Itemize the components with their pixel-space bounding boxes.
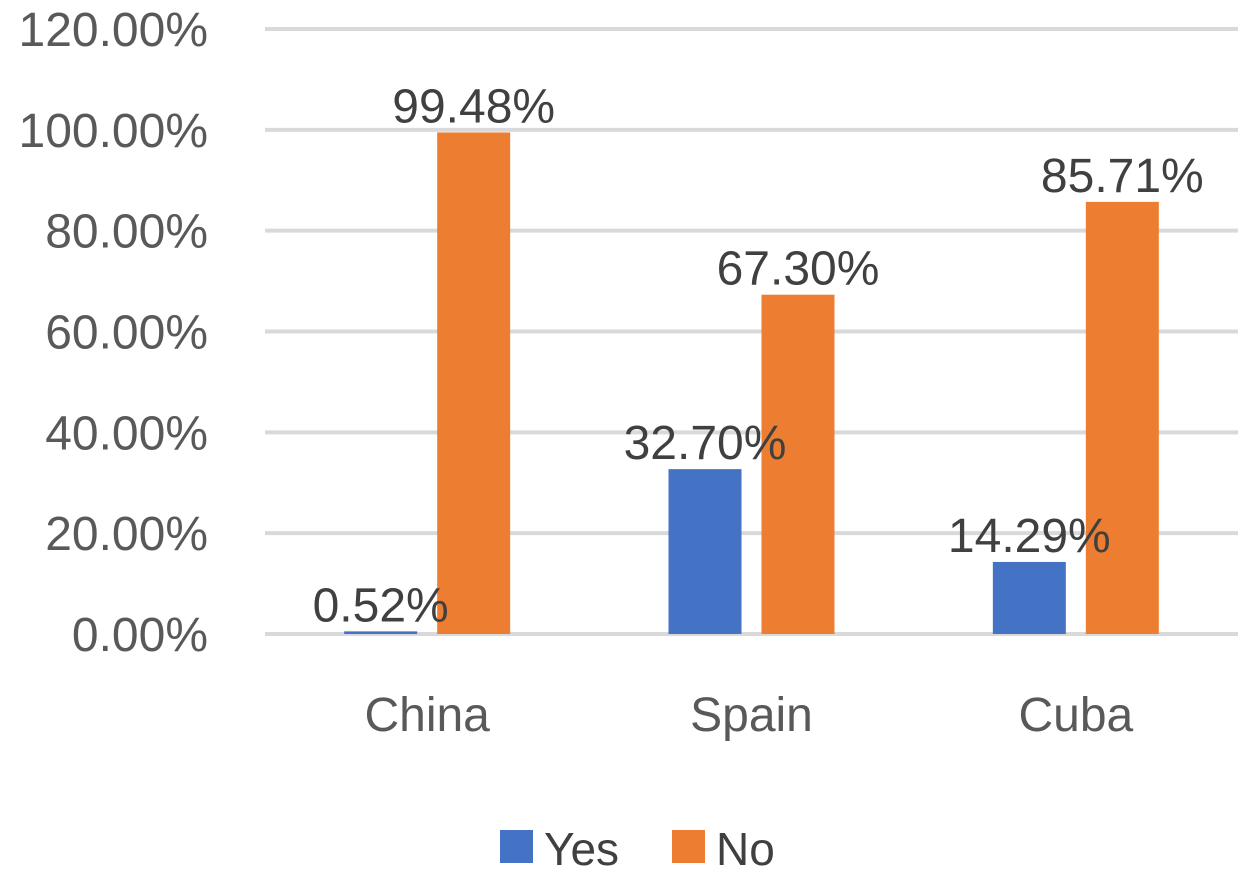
legend-swatch-no (672, 830, 705, 863)
legend-label-no: No (716, 823, 775, 868)
data-label-yes-china: 0.52% (313, 579, 449, 632)
y-tick-label: 40.00% (45, 407, 208, 460)
y-axis-tick-labels: 0.00% 20.00% 40.00% 60.00% 80.00% 100.00% 120.… (19, 4, 209, 662)
x-category-label: China (364, 689, 490, 742)
bar-yes-china (344, 631, 418, 634)
data-label-yes-spain: 32.70% (624, 417, 787, 470)
bar-yes-spain (668, 469, 742, 634)
bar-no-china (437, 132, 511, 634)
legend-swatch-yes (500, 830, 533, 863)
data-label-no-spain: 67.30% (717, 243, 880, 296)
y-tick-label: 80.00% (45, 206, 208, 259)
data-label-no-cuba: 85.71% (1041, 150, 1204, 203)
y-tick-label: 0.00% (72, 609, 208, 662)
data-labels: 0.52% 99.48% 32.70% 67.30% 14.29% 85.71% (313, 80, 1204, 632)
x-axis-category-labels: China Spain Cuba (364, 689, 1133, 742)
y-tick-label: 100.00% (19, 105, 209, 158)
bar-yes-cuba (992, 561, 1066, 634)
bar-no-cuba (1085, 201, 1159, 634)
legend: Yes No (500, 823, 775, 873)
legend-label-yes: Yes (544, 823, 619, 868)
gridlines (265, 27, 1238, 636)
data-label-yes-cuba: 14.29% (948, 510, 1111, 563)
x-category-label: Spain (690, 689, 813, 742)
y-tick-label: 20.00% (45, 508, 208, 561)
y-tick-label: 60.00% (45, 307, 208, 360)
bar-no-spain (761, 294, 835, 634)
bars (344, 132, 1159, 634)
data-label-no-china: 99.48% (392, 80, 555, 133)
x-category-label: Cuba (1018, 689, 1133, 742)
y-tick-label: 120.00% (19, 4, 209, 57)
